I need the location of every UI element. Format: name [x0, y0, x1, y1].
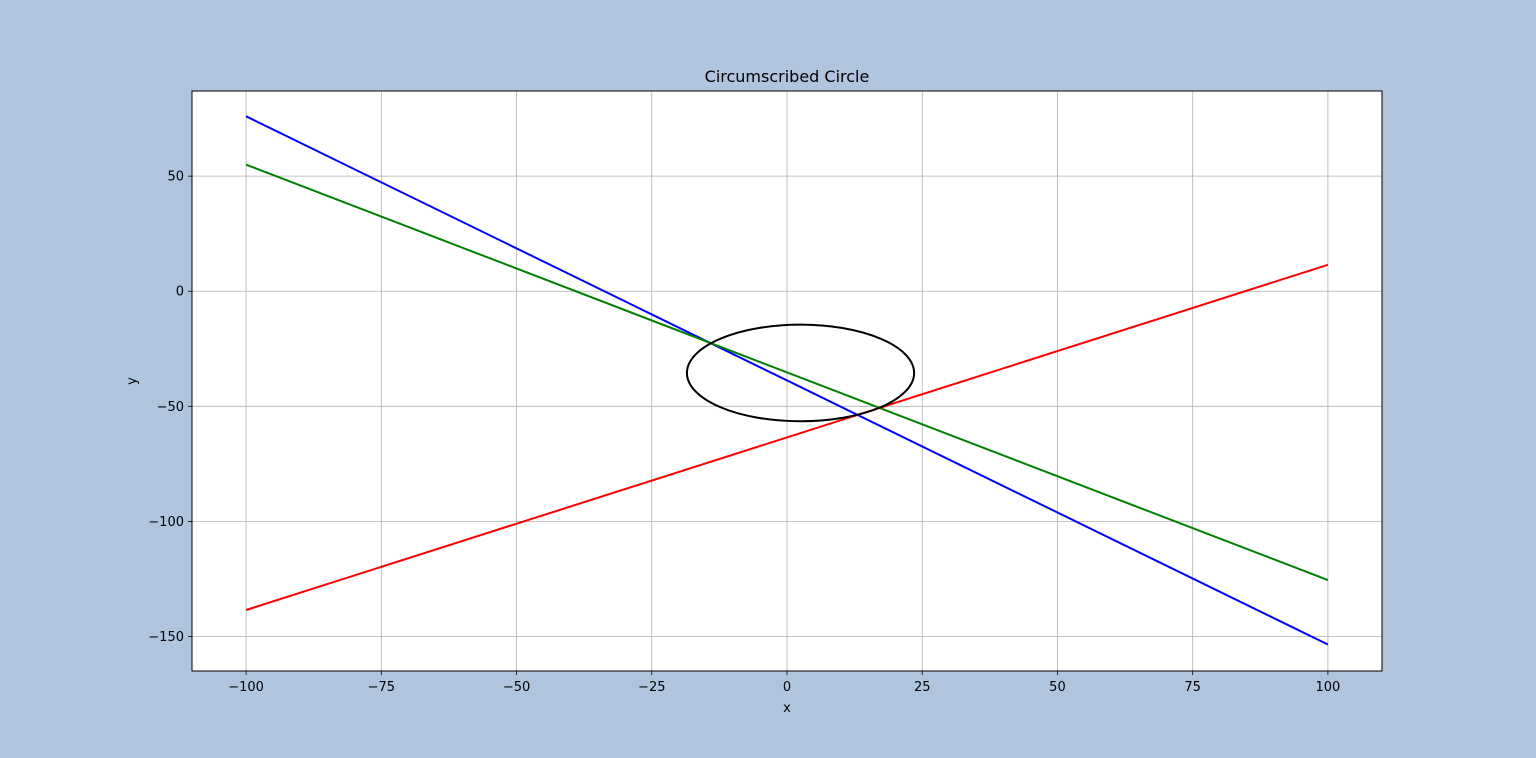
y-axis-ticks: 50 0 −50 −100 −150 — [148, 170, 192, 645]
circumscribed-circle — [685, 323, 916, 423]
x-tick-label: −100 — [228, 680, 264, 695]
x-tick-label: −50 — [503, 680, 530, 695]
x-axis-ticks: −100 −75 −50 −25 0 25 50 75 100 — [228, 671, 1340, 695]
y-tick-label: 50 — [167, 170, 184, 185]
series-line-0 — [245, 115, 1329, 646]
series-line-2 — [245, 263, 1329, 611]
y-tick-label: −150 — [148, 630, 184, 645]
x-tick-label: −75 — [368, 680, 395, 695]
y-tick-label: 0 — [176, 285, 184, 300]
y-axis-label: y — [125, 377, 140, 385]
series-line-1 — [245, 163, 1329, 582]
x-tick-label: −25 — [638, 680, 665, 695]
y-tick-label: −50 — [157, 400, 184, 415]
x-tick-label: 0 — [783, 680, 791, 695]
x-tick-label: 25 — [914, 680, 931, 695]
x-tick-label: 100 — [1315, 680, 1340, 695]
grid — [192, 91, 1382, 671]
x-tick-label: 75 — [1184, 680, 1201, 695]
y-tick-label: −100 — [148, 515, 184, 530]
x-axis-label: x — [783, 701, 791, 716]
series-layer — [245, 115, 1329, 646]
x-tick-label: 50 — [1049, 680, 1066, 695]
chart-title: Circumscribed Circle — [705, 67, 870, 86]
